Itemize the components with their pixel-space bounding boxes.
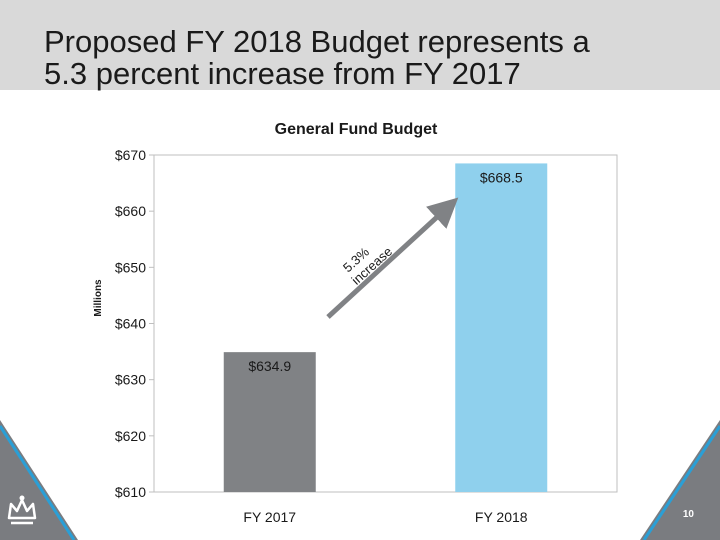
- slide-title-line-1: Proposed FY 2018 Budget represents a: [44, 24, 590, 59]
- corner-decoration-right: [640, 420, 720, 540]
- bar-fy-2018: [455, 163, 548, 493]
- bar-data-label: $668.5: [480, 169, 523, 185]
- y-tick-label: $640: [115, 316, 146, 332]
- crown-icon: [7, 495, 37, 525]
- increase-annotation: 5.3% increase: [340, 244, 395, 288]
- y-tick-label: $610: [115, 484, 146, 500]
- bar-data-label: $634.9: [248, 358, 291, 374]
- page-number: 10: [682, 509, 694, 520]
- y-axis-label: Millions: [93, 279, 104, 317]
- bar-fy-2017: [223, 352, 316, 492]
- y-tick-label: $630: [115, 372, 146, 388]
- y-tick-label: $660: [115, 203, 146, 219]
- y-axis: $610 $620 $630 $640 $650 $660 $670: [115, 147, 154, 500]
- corner-decoration-left: [0, 420, 78, 540]
- y-tick-label: $670: [115, 147, 146, 163]
- y-tick-label: $620: [115, 428, 146, 444]
- x-tick-label: FY 2018: [475, 509, 528, 525]
- title-band: [0, 0, 720, 90]
- plot-area-frame: [153, 154, 618, 493]
- x-tick-label: FY 2017: [243, 509, 296, 525]
- slide-title: Proposed FY 2018 Budget represents a 5.3…: [44, 26, 704, 90]
- slide-title-line-2: 5.3 percent increase from FY 2017: [44, 56, 521, 91]
- increase-arrow: [326, 197, 459, 319]
- chart-title: General Fund Budget: [275, 121, 438, 138]
- y-tick-label: $650: [115, 259, 146, 275]
- bars: $634.9 $668.5: [223, 163, 548, 493]
- x-axis: FY 2017 FY 2018: [243, 509, 527, 525]
